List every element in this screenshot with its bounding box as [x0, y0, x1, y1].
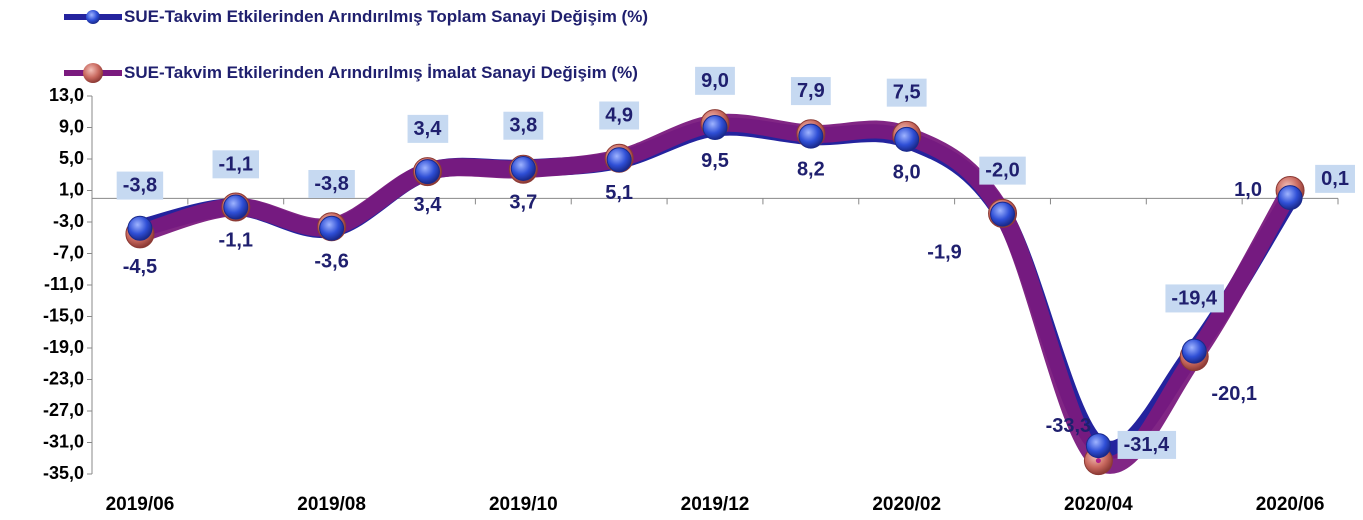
marker: [223, 194, 249, 220]
x-tick-label: 2020/04: [1064, 494, 1133, 515]
marker: [1085, 433, 1111, 459]
data-label: 3,8: [509, 115, 537, 137]
legend-swatch: [64, 63, 122, 83]
data-label: 9,5: [701, 150, 729, 172]
data-label-box: [790, 77, 831, 106]
y-tick-label: -23,0: [43, 368, 84, 388]
data-label: -3,8: [314, 173, 348, 195]
data-label: 9,0: [701, 70, 729, 92]
y-tick-label: -11,0: [44, 274, 84, 294]
marker: [510, 155, 536, 181]
data-label: 4,9: [605, 104, 633, 126]
y-tick-label: -27,0: [43, 400, 84, 420]
marker: [990, 201, 1016, 227]
data-label-box: [1117, 430, 1177, 459]
marker: [1181, 338, 1207, 364]
data-label-box: [308, 170, 355, 199]
data-label-box: [886, 78, 927, 107]
y-tick-label: 13,0: [49, 85, 84, 105]
x-tick-label: 2019/12: [681, 494, 750, 515]
data-label: -4,5: [123, 256, 157, 278]
legend-label: SUE-Takvim Etkilerinden Arındırılmış İma…: [124, 63, 638, 82]
legend-marker: [83, 63, 103, 83]
marker: [702, 115, 728, 140]
marker: [319, 215, 345, 241]
data-label: -2,0: [985, 160, 1019, 182]
data-label: 7,5: [893, 82, 921, 104]
data-label: -19,4: [1171, 287, 1217, 309]
y-tick-label: 9,0: [59, 116, 84, 136]
y-tick-label: -3,0: [53, 211, 84, 231]
y-tick-label: -7,0: [53, 242, 84, 262]
data-label: -31,4: [1124, 434, 1170, 456]
marker: [414, 159, 440, 185]
data-label-box: [212, 150, 260, 179]
data-label: 8,2: [797, 158, 825, 180]
x-tick-label: 2019/10: [489, 494, 558, 515]
data-label-box: [116, 171, 164, 200]
data-label-box: [503, 111, 544, 140]
y-tick-label: -35,0: [43, 463, 84, 483]
data-label: -3,6: [314, 251, 348, 273]
y-tick-label: -31,0: [43, 431, 84, 451]
y-tick-label: 5,0: [59, 148, 84, 168]
data-label: 5,1: [605, 182, 633, 204]
data-label: -1,1: [219, 153, 253, 175]
data-label: 3,7: [509, 192, 537, 214]
marker: [894, 126, 920, 152]
data-label-box: [695, 66, 735, 95]
data-label: 3,4: [414, 118, 443, 140]
data-label: -1,1: [219, 229, 253, 251]
data-label: -33,3: [1046, 415, 1092, 437]
x-tick-label: 2020/06: [1256, 494, 1325, 515]
legend-marker: [86, 10, 100, 24]
data-label-box: [1165, 284, 1224, 313]
y-tick-label: -19,0: [43, 337, 84, 357]
y-tick-label: -15,0: [43, 305, 84, 325]
marker: [1277, 185, 1303, 211]
legend-swatch: [64, 10, 122, 24]
x-tick-label: 2020/02: [872, 494, 941, 515]
x-tick-label: 2019/06: [106, 494, 175, 515]
marker: [798, 123, 824, 149]
data-label: -1,9: [927, 242, 961, 264]
data-label: 1,0: [1234, 179, 1262, 201]
data-label: 3,4: [414, 194, 443, 216]
data-label-box: [1315, 164, 1355, 193]
legend-label: SUE-Takvim Etkilerinden Arındırılmış Top…: [124, 7, 648, 26]
y-tick-label: 1,0: [59, 179, 84, 199]
marker-dot: [1095, 458, 1101, 464]
data-label: -20,1: [1211, 383, 1257, 405]
data-label-box: [599, 101, 640, 130]
data-label: 7,9: [797, 80, 825, 102]
data-label: 0,1: [1321, 168, 1349, 190]
data-label-box: [407, 114, 449, 143]
marker: [127, 215, 153, 241]
marker: [606, 147, 632, 173]
data-label: -3,8: [123, 175, 157, 197]
data-label-box: [979, 156, 1026, 185]
data-label: 8,0: [893, 162, 921, 184]
x-tick-label: 2019/08: [297, 494, 366, 515]
